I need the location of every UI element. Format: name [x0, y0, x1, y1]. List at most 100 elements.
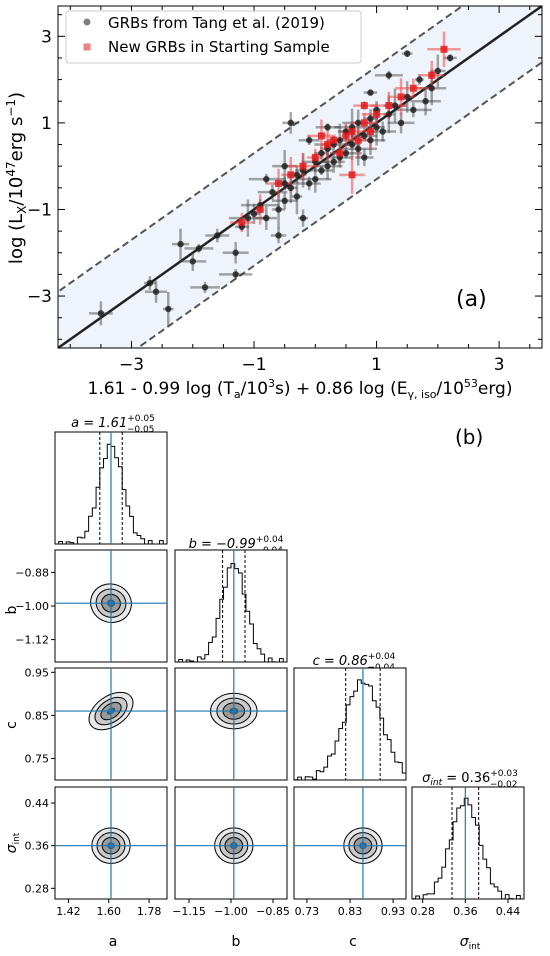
point-new	[354, 136, 362, 144]
point-tang	[250, 210, 258, 217]
legend: GRBs from Tang et al. (2019) New GRBs in…	[65, 10, 362, 64]
point-tang	[293, 171, 301, 179]
point-tang	[214, 232, 221, 239]
legend-marker-tang	[83, 18, 91, 26]
point-tang	[355, 145, 362, 153]
ylabel-sigma: σint	[4, 832, 22, 853]
point-new	[336, 149, 344, 157]
point-tang	[152, 288, 160, 295]
point-new	[348, 171, 356, 179]
corner-x-tick-label: 0.83	[338, 905, 363, 918]
point-new	[397, 93, 405, 101]
x-tick-label: −1	[242, 355, 267, 375]
point-tang	[318, 149, 325, 157]
point-tang	[367, 115, 374, 122]
data-points	[89, 31, 461, 327]
fit-line	[58, 6, 542, 348]
point-tang	[385, 72, 393, 79]
corner-y-tick-label: 0.75	[25, 752, 50, 765]
point-new	[330, 136, 338, 144]
corner-x-tick-label: −0.85	[256, 905, 290, 918]
histogram	[54, 443, 167, 545]
point-tang	[275, 232, 282, 239]
corner-x-tick-label: −1.00	[214, 905, 248, 918]
corner-y-tick-label: 0.44	[25, 797, 50, 810]
median-marker	[231, 843, 237, 849]
histogram	[293, 679, 407, 781]
point-tang	[281, 197, 288, 205]
point-tang	[361, 154, 368, 161]
panel-a-ylabel: log (LX/1047erg s−1)	[4, 92, 29, 264]
point-tang	[287, 184, 295, 192]
point-tang	[263, 175, 270, 183]
point-tang	[263, 214, 270, 222]
point-tang	[428, 85, 435, 92]
point-tang	[355, 119, 362, 127]
title-sigma: σint = 0.36+0.03 −0.02	[422, 769, 518, 790]
corner-y-tick-label: 0.36	[25, 840, 50, 853]
corner-x-tick-label: 0.28	[410, 905, 435, 918]
xlabel-sigma: σint	[460, 934, 481, 952]
point-tang	[269, 188, 276, 196]
x-tick-label: −3	[119, 355, 144, 375]
point-tang	[342, 149, 350, 157]
point-tang	[281, 180, 288, 187]
corner-y-tick-label: −0.88	[15, 566, 49, 579]
y-tick-label: 1	[41, 114, 52, 134]
upper-dashed-line	[58, 6, 465, 293]
lower-dashed-line	[135, 61, 542, 348]
corner-x-tick-label: 0.73	[295, 905, 320, 918]
legend-box	[65, 10, 362, 64]
corner-x-tick-label: 0.44	[496, 905, 521, 918]
point-new	[299, 162, 307, 170]
corner-y-tick-label: 0.28	[25, 882, 50, 895]
point-tang	[305, 180, 313, 187]
histogram	[411, 797, 524, 900]
point-new	[366, 128, 374, 136]
point-tang	[410, 106, 417, 114]
corner-x-tick-label: 0.93	[381, 905, 406, 918]
corner-x-tick-label: 1.42	[56, 905, 81, 918]
point-tang	[404, 93, 411, 101]
point-tang	[434, 67, 442, 75]
panel-a-xlabel: 1.61 - 0.99 log (Ta/103s) + 0.86 log (Eγ…	[88, 377, 513, 401]
x-tick-label: 3	[494, 355, 505, 375]
point-tang	[336, 137, 344, 144]
point-new	[360, 102, 368, 110]
y-tick-label: −1	[27, 200, 52, 220]
point-tang	[324, 124, 331, 131]
point-tang	[367, 89, 374, 96]
panel-2-2	[293, 667, 407, 781]
point-tang	[324, 162, 331, 170]
point-tang	[189, 258, 196, 265]
panel-1-1	[174, 549, 288, 663]
ylabel-b: b	[4, 605, 20, 614]
point-new	[317, 132, 325, 140]
histogram	[174, 563, 287, 663]
median-marker	[108, 600, 114, 606]
corner-x-tick-label: 0.36	[453, 905, 478, 918]
panel-a-frame	[57, 5, 543, 349]
panel-3-3	[411, 786, 525, 900]
xlabel-c: c	[349, 934, 357, 950]
median-marker	[108, 843, 114, 849]
median-marker	[360, 843, 366, 849]
point-tang	[305, 137, 313, 144]
point-tang	[391, 102, 399, 109]
point-tang	[232, 249, 239, 256]
point-new	[385, 102, 393, 110]
point-new	[409, 84, 417, 92]
point-new	[360, 119, 368, 127]
point-tang	[379, 128, 386, 135]
point-tang	[422, 98, 429, 105]
point-new	[348, 128, 356, 136]
point-tang	[373, 124, 380, 131]
point-tang	[361, 132, 368, 140]
point-tang	[385, 111, 393, 118]
legend-label-tang: GRBs from Tang et al. (2019)	[108, 14, 325, 32]
corner-ticks: 1.42 1.60 1.78 −1.15 −1.00 −0.85 0.73 0.83 0.93 0…	[15, 566, 520, 918]
point-new	[324, 141, 332, 149]
legend-marker-new	[83, 43, 91, 51]
point-new	[238, 218, 246, 226]
point-tang	[367, 137, 374, 144]
